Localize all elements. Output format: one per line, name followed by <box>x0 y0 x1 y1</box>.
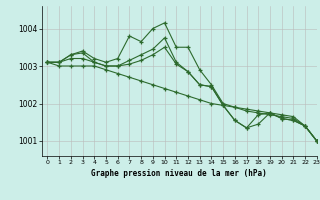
X-axis label: Graphe pression niveau de la mer (hPa): Graphe pression niveau de la mer (hPa) <box>91 169 267 178</box>
